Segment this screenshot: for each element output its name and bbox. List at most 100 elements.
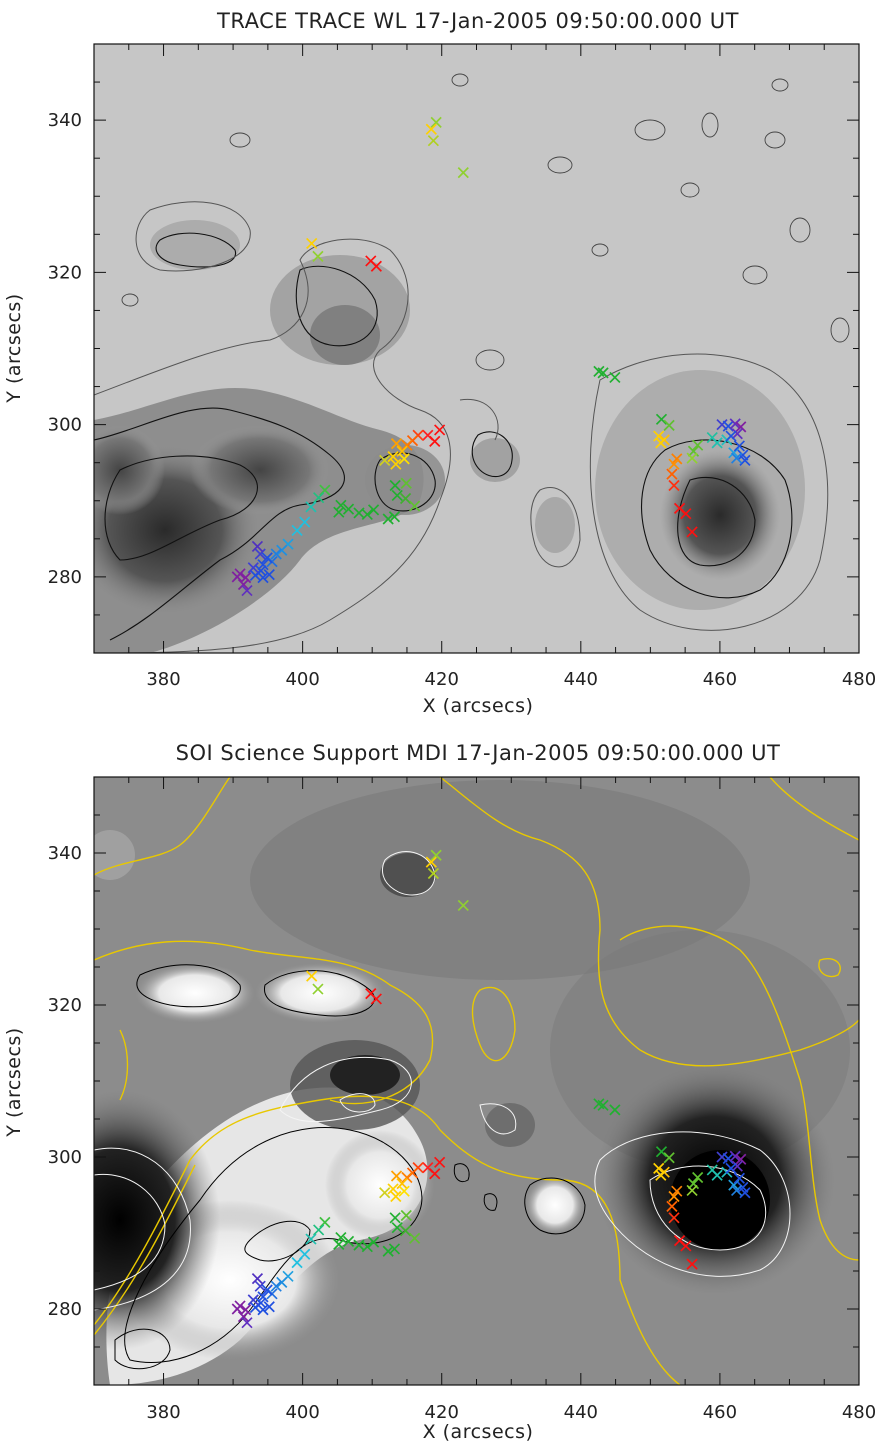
mdi-event-marker — [430, 849, 442, 861]
mdi-event-marker — [725, 1162, 737, 1175]
mdi-event-marker — [722, 1152, 734, 1165]
mdi-event-marker — [671, 1185, 683, 1197]
trace-event-marker — [312, 250, 324, 262]
mdi-event-marker — [668, 1212, 680, 1224]
mdi-event-marker — [305, 1233, 317, 1245]
mdi-event-marker — [247, 1294, 259, 1306]
trace-event-marker — [729, 418, 741, 430]
trace-event-marker — [389, 479, 401, 492]
trace-event-marker — [735, 421, 747, 433]
mdi-y-tick-label: 280 — [48, 1299, 82, 1320]
mdi-event-marker — [353, 1239, 365, 1251]
mdi-event-marker — [379, 1187, 391, 1199]
mdi-y-tick-label: 300 — [48, 1147, 82, 1168]
trace-panel: TRACE TRACE WL 17-Jan-2005 09:50:00.000 … — [3, 9, 876, 717]
mdi-markers — [231, 849, 751, 1329]
mdi-event-marker — [387, 1183, 399, 1195]
trace-event-marker — [668, 458, 680, 470]
trace-markers — [231, 116, 751, 597]
mdi-event-marker — [399, 1225, 412, 1237]
trace-event-marker — [237, 578, 250, 591]
mdi-event-marker — [319, 1216, 331, 1228]
trace-event-marker — [291, 524, 303, 537]
trace-event-marker — [382, 513, 394, 525]
mdi-event-marker — [401, 1171, 413, 1184]
mdi-event-marker — [382, 1245, 394, 1257]
mdi-event-marker — [425, 856, 437, 868]
trace-event-marker — [687, 445, 700, 457]
mdi-event-marker — [686, 1184, 698, 1197]
mdi-event-marker — [389, 1212, 401, 1224]
mdi-image — [94, 777, 859, 1385]
mdi-event-marker — [270, 1280, 282, 1292]
trace-event-marker — [722, 420, 734, 432]
mdi-x-tick-label: 440 — [564, 1402, 598, 1423]
trace-event-marker — [427, 135, 439, 147]
trace-x-tick-label: 400 — [285, 669, 319, 690]
mdi-event-marker — [261, 1284, 273, 1296]
mdi-event-marker — [388, 1243, 401, 1255]
mdi-axes: 380 400 420 440 460 480 280 300 320 340 — [48, 776, 876, 1423]
trace-event-marker — [680, 508, 692, 520]
mdi-event-marker — [686, 1258, 698, 1270]
trace-event-marker — [429, 435, 441, 447]
trace-y-tick-label: 320 — [48, 262, 82, 283]
trace-event-marker — [457, 167, 469, 179]
mdi-x-tick-label: 420 — [425, 1402, 459, 1423]
mdi-event-marker — [241, 1317, 253, 1329]
mdi-event-marker — [655, 1169, 667, 1181]
mdi-event-marker — [257, 1291, 269, 1303]
trace-event-marker — [333, 506, 345, 518]
trace-event-marker — [254, 548, 266, 560]
trace-event-marker — [731, 428, 743, 440]
trace-event-marker — [730, 452, 743, 464]
trace-x-tick-label: 440 — [564, 669, 598, 690]
trace-event-marker — [353, 507, 365, 519]
trace-event-marker — [231, 571, 243, 583]
mdi-event-marker — [668, 1190, 680, 1203]
trace-x-tick-label: 460 — [703, 669, 737, 690]
trace-event-marker — [306, 237, 318, 250]
trace-y-tick-label: 280 — [48, 567, 82, 588]
trace-x-tick-label: 380 — [146, 669, 180, 690]
mdi-event-marker — [391, 1222, 403, 1234]
mdi-event-marker — [237, 1310, 250, 1323]
trace-event-marker — [270, 548, 282, 560]
trace-event-marker — [390, 438, 403, 450]
mdi-event-marker — [609, 1104, 621, 1116]
trace-event-marker — [430, 116, 442, 129]
trace-image — [94, 44, 859, 653]
trace-event-marker — [251, 540, 264, 553]
mdi-event-marker — [729, 1150, 741, 1162]
trace-event-marker — [387, 450, 399, 463]
trace-event-marker — [257, 559, 269, 571]
mdi-event-marker — [312, 983, 324, 995]
trace-x-tick-label: 420 — [425, 669, 459, 690]
trace-event-marker — [305, 501, 317, 513]
mdi-event-marker — [333, 1238, 345, 1251]
trace-event-marker — [692, 439, 704, 451]
trace-event-marker — [739, 454, 751, 467]
mdi-event-marker — [251, 1272, 264, 1285]
trace-event-marker — [725, 430, 737, 442]
trace-event-marker — [434, 424, 446, 436]
trace-x-label: X (arcsecs) — [423, 695, 534, 717]
trace-event-marker — [241, 584, 253, 597]
mdi-x-tick-label: 480 — [842, 1402, 876, 1423]
trace-event-marker — [313, 492, 325, 504]
mdi-x-tick-label: 380 — [146, 1402, 180, 1423]
mdi-event-marker — [263, 1301, 275, 1313]
mdi-y-tick-label: 340 — [48, 843, 82, 864]
mdi-event-marker — [335, 1231, 347, 1244]
trace-event-marker — [400, 477, 412, 489]
trace-event-marker — [342, 503, 355, 515]
mdi-event-marker — [400, 1209, 412, 1222]
trace-event-marker — [597, 367, 609, 379]
trace-event-marker — [398, 453, 410, 465]
mdi-event-marker — [291, 1257, 303, 1269]
mdi-event-marker — [427, 867, 439, 880]
trace-event-marker — [391, 489, 403, 502]
trace-title: TRACE TRACE WL 17-Jan-2005 09:50:00.000 … — [216, 9, 739, 33]
mdi-event-marker — [663, 1152, 675, 1164]
